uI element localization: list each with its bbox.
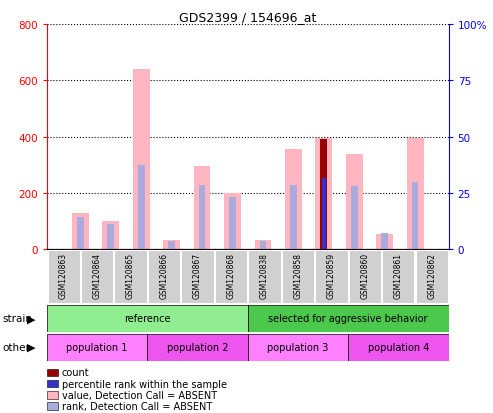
Text: GSM120860: GSM120860	[360, 253, 369, 299]
Bar	[72, 213, 89, 250]
Bar	[351, 187, 357, 250]
Bar	[254, 240, 271, 250]
Text: value, Detection Call = ABSENT: value, Detection Call = ABSENT	[62, 390, 217, 400]
Bar	[194, 167, 211, 250]
Bar	[322, 178, 326, 250]
FancyBboxPatch shape	[247, 334, 348, 361]
Bar	[163, 240, 180, 250]
Bar	[316, 139, 332, 250]
Text: population 2: population 2	[167, 342, 228, 352]
FancyBboxPatch shape	[114, 250, 146, 303]
Text: ▶: ▶	[27, 342, 35, 352]
Text: GSM120861: GSM120861	[394, 253, 403, 299]
FancyBboxPatch shape	[348, 334, 449, 361]
Text: GSM120864: GSM120864	[93, 253, 102, 299]
FancyBboxPatch shape	[47, 334, 147, 361]
Bar	[107, 225, 114, 250]
Bar	[376, 235, 393, 250]
Text: strain: strain	[2, 313, 33, 323]
FancyBboxPatch shape	[316, 250, 348, 303]
FancyBboxPatch shape	[383, 250, 415, 303]
Bar	[77, 218, 84, 250]
Text: ▶: ▶	[27, 313, 35, 323]
Text: reference: reference	[124, 313, 171, 323]
Bar	[320, 178, 327, 250]
Text: population 4: population 4	[368, 342, 429, 352]
Bar	[285, 150, 302, 250]
Text: GSM120838: GSM120838	[260, 253, 269, 299]
FancyBboxPatch shape	[147, 334, 247, 361]
Bar	[138, 166, 144, 250]
Bar	[260, 242, 266, 250]
Bar	[168, 242, 175, 250]
FancyBboxPatch shape	[47, 305, 247, 332]
FancyBboxPatch shape	[282, 250, 314, 303]
Bar	[320, 140, 327, 250]
Text: GSM120867: GSM120867	[193, 253, 202, 299]
Bar	[290, 185, 297, 250]
FancyBboxPatch shape	[248, 250, 281, 303]
Bar	[199, 185, 206, 250]
FancyBboxPatch shape	[215, 250, 247, 303]
FancyBboxPatch shape	[181, 250, 213, 303]
Bar	[407, 139, 423, 250]
Text: other: other	[2, 342, 31, 352]
Bar	[224, 194, 241, 250]
FancyBboxPatch shape	[81, 250, 113, 303]
Bar	[133, 70, 149, 250]
Text: rank, Detection Call = ABSENT: rank, Detection Call = ABSENT	[62, 401, 212, 411]
FancyBboxPatch shape	[247, 305, 449, 332]
Bar	[412, 183, 419, 250]
Text: GSM120863: GSM120863	[59, 253, 68, 299]
FancyBboxPatch shape	[148, 250, 180, 303]
Text: population 1: population 1	[67, 342, 128, 352]
Text: GSM120858: GSM120858	[293, 253, 303, 299]
Bar	[346, 154, 363, 250]
Title: GDS2399 / 154696_at: GDS2399 / 154696_at	[179, 11, 317, 24]
FancyBboxPatch shape	[47, 250, 80, 303]
Text: GSM120868: GSM120868	[226, 253, 236, 299]
Text: GSM120859: GSM120859	[327, 253, 336, 299]
Text: GSM120862: GSM120862	[427, 253, 436, 299]
Text: percentile rank within the sample: percentile rank within the sample	[62, 379, 227, 389]
Text: selected for aggressive behavior: selected for aggressive behavior	[268, 313, 428, 323]
FancyBboxPatch shape	[349, 250, 381, 303]
Text: GSM120866: GSM120866	[160, 253, 169, 299]
Bar	[229, 198, 236, 250]
Bar	[103, 222, 119, 250]
Text: population 3: population 3	[267, 342, 329, 352]
Text: GSM120865: GSM120865	[126, 253, 135, 299]
FancyBboxPatch shape	[416, 250, 448, 303]
Text: count: count	[62, 368, 89, 377]
Bar	[382, 233, 388, 250]
